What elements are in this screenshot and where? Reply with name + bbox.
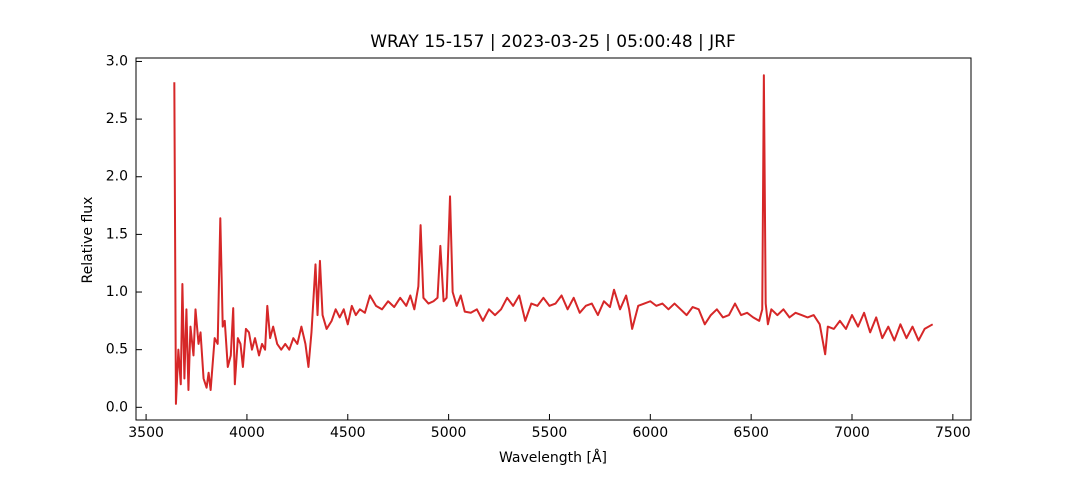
x-tick-label: 7000: [834, 425, 870, 441]
plot-frame: [135, 57, 972, 421]
y-tick-label: 1.5: [106, 226, 128, 242]
x-tick-label: 4500: [330, 425, 366, 441]
y-tick-label: 3.0: [106, 53, 128, 69]
y-tick-label: 2.5: [106, 111, 128, 127]
x-tick-label: 4000: [229, 425, 265, 441]
x-axis-label: Wavelength [Å]: [499, 449, 607, 466]
y-tick-label: 0.5: [106, 342, 128, 358]
x-tick-label: 5500: [532, 425, 568, 441]
spectrum-line: [173, 74, 934, 405]
x-tick-label: 7500: [935, 425, 971, 441]
y-tick-label: 0.0: [106, 399, 128, 415]
chart-title: WRAY 15-157 | 2023-03-25 | 05:00:48 | JR…: [370, 32, 736, 52]
x-tick-label: 6500: [733, 425, 769, 441]
y-tick-label: 1.0: [106, 284, 128, 300]
y-tick-label: 2.0: [106, 169, 128, 185]
x-tick-label: 5000: [431, 425, 467, 441]
x-tick-label: 3500: [128, 425, 164, 441]
y-axis-label: Relative flux: [80, 197, 96, 284]
x-tick-label: 6000: [632, 425, 668, 441]
